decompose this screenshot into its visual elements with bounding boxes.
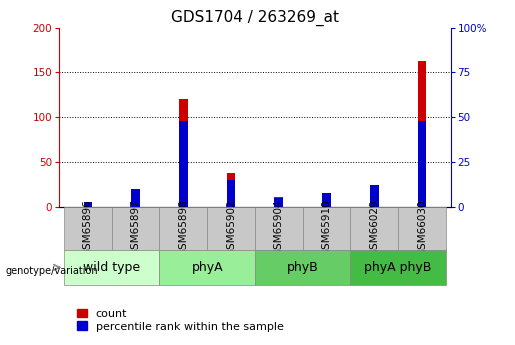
Text: phyB: phyB — [287, 261, 319, 274]
Bar — [160, 207, 207, 250]
Bar — [418, 61, 426, 207]
Bar — [131, 189, 140, 207]
Bar — [370, 186, 379, 207]
Text: GSM65910: GSM65910 — [321, 199, 332, 256]
Bar — [350, 207, 398, 250]
Bar — [322, 193, 331, 207]
Bar — [303, 207, 350, 250]
Bar — [274, 197, 283, 207]
Bar — [64, 207, 112, 250]
Bar — [64, 250, 160, 285]
Bar — [160, 250, 255, 285]
Bar — [227, 180, 235, 207]
Text: GSM66030: GSM66030 — [417, 199, 427, 256]
Bar — [227, 173, 235, 207]
Text: GSM65904: GSM65904 — [274, 199, 284, 256]
Bar — [83, 201, 92, 207]
Text: GSM65902: GSM65902 — [226, 199, 236, 256]
Bar — [350, 250, 446, 285]
Text: GSM66029: GSM66029 — [369, 199, 379, 256]
Text: wild type: wild type — [83, 261, 140, 274]
Bar — [179, 121, 187, 207]
Text: genotype/variation: genotype/variation — [5, 266, 98, 276]
Bar — [370, 189, 379, 207]
Bar — [131, 203, 140, 207]
Bar — [322, 195, 331, 207]
Text: GSM65897: GSM65897 — [131, 199, 141, 256]
Bar — [255, 207, 303, 250]
Text: phyA phyB: phyA phyB — [365, 261, 432, 274]
Bar — [398, 207, 446, 250]
Bar — [274, 198, 283, 207]
Legend: count, percentile rank within the sample: count, percentile rank within the sample — [73, 304, 288, 336]
Bar — [83, 204, 92, 207]
Bar — [207, 207, 255, 250]
Text: GSM65896: GSM65896 — [83, 199, 93, 256]
Bar — [179, 99, 187, 207]
Bar — [255, 250, 350, 285]
Bar — [112, 207, 160, 250]
Title: GDS1704 / 263269_at: GDS1704 / 263269_at — [171, 10, 339, 26]
Text: GSM65898: GSM65898 — [178, 199, 188, 256]
Bar — [418, 121, 426, 207]
Text: phyA: phyA — [192, 261, 223, 274]
